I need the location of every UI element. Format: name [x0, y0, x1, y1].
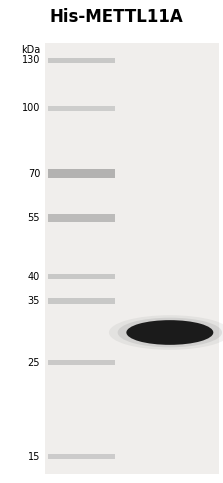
Text: 35: 35 — [28, 296, 40, 306]
Ellipse shape — [118, 318, 222, 347]
FancyBboxPatch shape — [48, 455, 115, 459]
FancyBboxPatch shape — [48, 274, 115, 279]
Text: 130: 130 — [22, 55, 40, 65]
FancyBboxPatch shape — [45, 43, 219, 474]
FancyBboxPatch shape — [48, 170, 115, 178]
FancyBboxPatch shape — [48, 360, 115, 365]
Ellipse shape — [126, 320, 213, 345]
Text: 40: 40 — [28, 271, 40, 282]
FancyBboxPatch shape — [48, 57, 115, 63]
FancyBboxPatch shape — [48, 298, 115, 304]
Text: 25: 25 — [28, 358, 40, 368]
Text: 70: 70 — [28, 169, 40, 179]
FancyBboxPatch shape — [48, 106, 115, 111]
Text: 15: 15 — [28, 452, 40, 462]
FancyBboxPatch shape — [48, 214, 115, 222]
Ellipse shape — [109, 315, 223, 350]
Text: 100: 100 — [22, 103, 40, 114]
Text: kDa: kDa — [21, 44, 40, 55]
Text: His-METTL11A: His-METTL11A — [49, 8, 183, 26]
Text: 55: 55 — [28, 213, 40, 223]
